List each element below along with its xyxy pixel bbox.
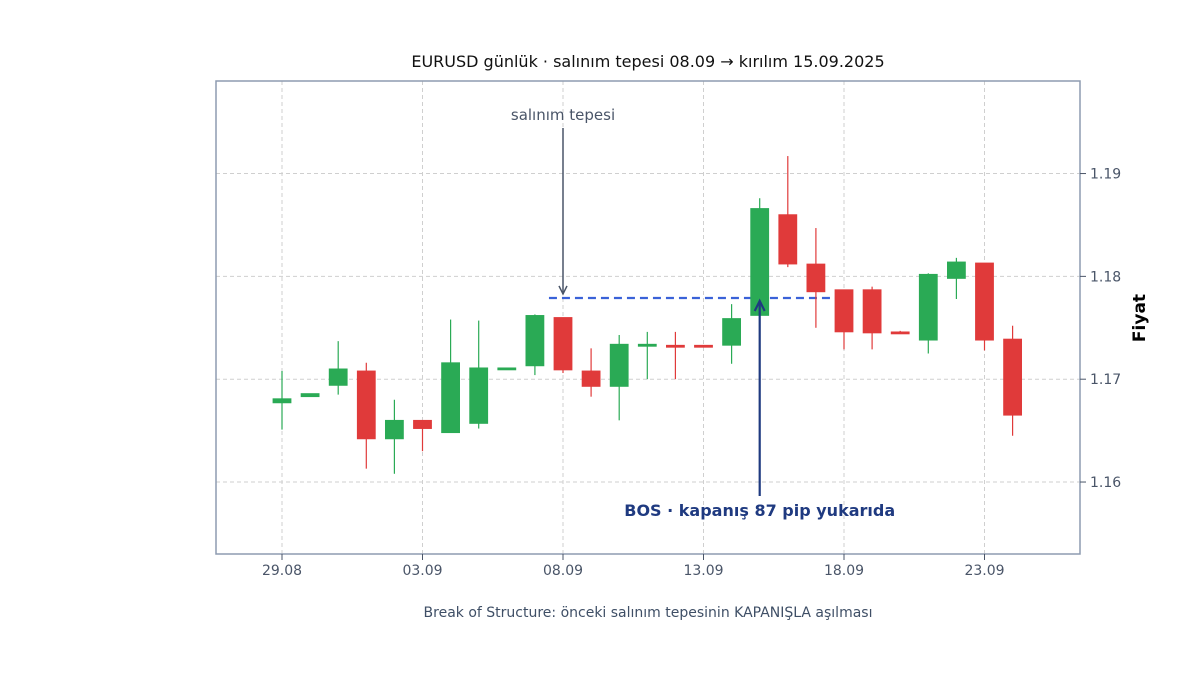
x-tick-label: 03.09: [402, 563, 442, 579]
annotations-layer: salınım tepesi BOS · kapanış 87 pip yukar…: [511, 106, 895, 520]
candle: [300, 393, 320, 398]
swing-high-arrowhead: [558, 285, 568, 296]
plot-frame: [215, 80, 1081, 555]
candle-body: [947, 261, 966, 279]
candle-body: [694, 344, 713, 348]
candle-body: [806, 263, 826, 293]
candle: [862, 286, 882, 350]
candle: [947, 257, 966, 299]
candle: [778, 156, 798, 268]
candle: [469, 320, 489, 429]
x-axis-caption: Break of Structure: önceki salınım tepes…: [424, 605, 873, 621]
candle: [413, 419, 432, 452]
x-tick-label: 08.09: [543, 563, 583, 579]
candle: [525, 314, 545, 376]
candle: [328, 341, 348, 395]
candle: [384, 399, 404, 474]
candle: [637, 331, 657, 380]
candle-body: [975, 262, 994, 341]
candle-body: [862, 289, 882, 334]
candle: [441, 319, 461, 434]
candle: [806, 228, 826, 328]
bos-arrowhead: [753, 298, 766, 312]
y-tick-label: 1.18: [1090, 269, 1121, 285]
tick-layer: 1.16 1.17 1.18 1.19 29.08 03.09 08.09 13.09 18.0…: [262, 167, 1121, 579]
candle-body: [328, 368, 348, 386]
candle-body: [722, 318, 741, 346]
swing-high-label: salınım tepesi: [511, 106, 615, 124]
candle: [722, 304, 741, 364]
candle-body: [890, 331, 910, 335]
candle-body: [384, 419, 404, 440]
candle: [1003, 325, 1022, 436]
candle-body: [272, 398, 292, 404]
candle-body: [413, 419, 432, 429]
candle-body: [834, 289, 854, 333]
candle-body: [609, 343, 629, 387]
chart-title: EURUSD günlük · salınım tepesi 08.09 → k…: [411, 52, 884, 71]
candle-body: [441, 362, 461, 434]
candle-body: [553, 317, 573, 371]
candle: [834, 289, 854, 350]
x-tick-label: 23.09: [964, 563, 1004, 579]
candle: [918, 273, 938, 354]
candle: [272, 370, 292, 430]
candle-body: [469, 367, 489, 424]
y-tick-label: 1.16: [1090, 475, 1121, 491]
x-tick-label: 29.08: [262, 563, 302, 579]
candle: [975, 262, 994, 351]
candle: [890, 330, 910, 335]
candle: [750, 198, 770, 316]
candle-body: [300, 393, 320, 398]
candle-body: [525, 315, 545, 367]
candle-body: [497, 367, 517, 371]
x-tick-label: 13.09: [683, 563, 723, 579]
candle-body: [918, 273, 938, 341]
candle-body: [637, 343, 657, 347]
candle: [356, 362, 376, 469]
y-axis-label: Fiyat: [1130, 294, 1150, 342]
candle-body: [778, 214, 798, 265]
candle: [497, 367, 517, 371]
candles-layer: [272, 156, 1022, 474]
y-tick-label: 1.19: [1090, 167, 1121, 183]
candle-body: [1003, 338, 1022, 416]
grid-layer: [216, 81, 1080, 554]
bos-label: BOS · kapanış 87 pip yukarıda: [624, 501, 895, 520]
candle: [553, 317, 573, 374]
candle-body: [581, 370, 601, 387]
candle: [609, 334, 629, 421]
candle-body: [356, 370, 376, 440]
candle: [581, 348, 601, 397]
candle: [666, 331, 685, 380]
y-tick-label: 1.17: [1090, 372, 1121, 388]
candle-body: [666, 344, 685, 348]
candle: [694, 344, 713, 348]
x-tick-label: 18.09: [824, 563, 864, 579]
